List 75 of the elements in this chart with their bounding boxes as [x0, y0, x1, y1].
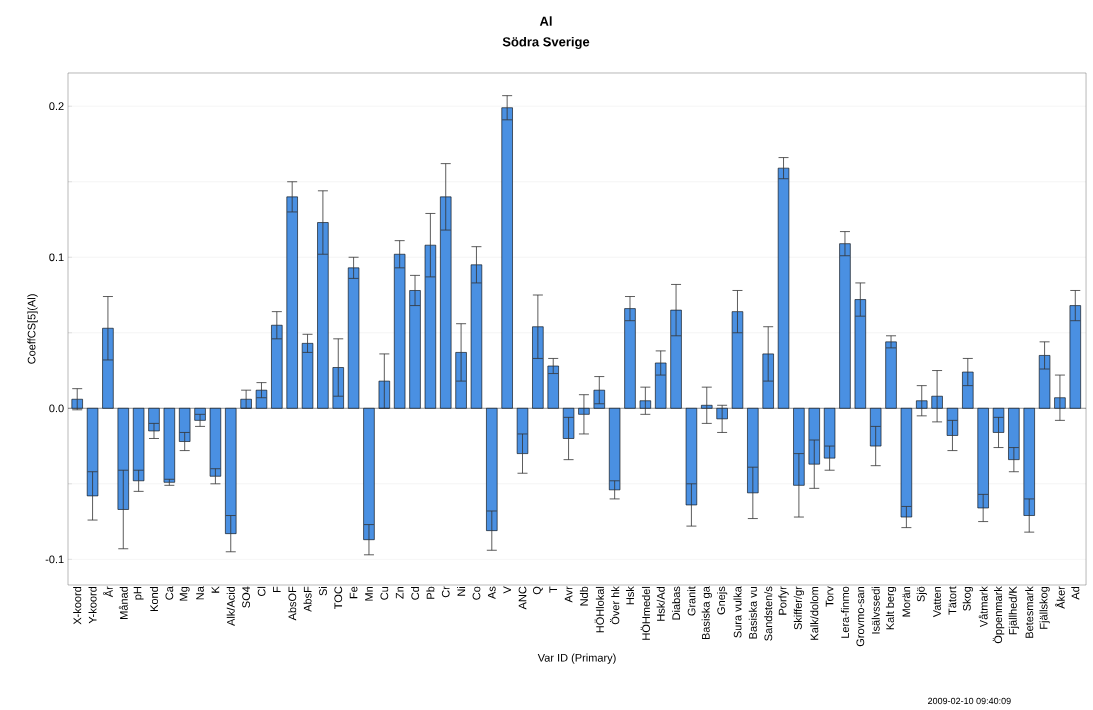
x-tick-label: Cl [257, 586, 266, 597]
y-tick-label: 0.2 [49, 102, 64, 111]
x-tick-label: Gnejs [717, 586, 728, 615]
x-tick-label: Ni [457, 586, 466, 596]
x-tick-label: pH [133, 587, 144, 600]
x-tick-label: Morän [902, 586, 911, 617]
x-tick-label: Cd [410, 586, 420, 600]
x-tick-label: Över hk [609, 586, 620, 625]
x-tick-label: Basiska ga [701, 586, 712, 640]
x-axis-title: Var ID (Primary) [537, 653, 616, 664]
x-tick-label: F [273, 586, 281, 593]
x-tick-label: Basiska vu [748, 586, 757, 639]
x-tick-label: AbsF [303, 586, 312, 612]
x-tick-label: Ndb [579, 586, 588, 606]
x-tick-label: Skog [962, 586, 973, 611]
x-tick-label: Alk/Acid [226, 586, 235, 626]
x-tick-label: Hsk [625, 586, 635, 605]
x-tick-label: V [503, 586, 511, 594]
x-tick-label: SO4 [242, 586, 251, 608]
chart-subtitle: Södra Sverige [502, 36, 590, 50]
y-tick-label: 0.0 [49, 404, 64, 413]
x-tick-label: Månad [118, 586, 128, 619]
x-tick-label: HÖHmedel [640, 586, 651, 640]
x-tick-label: Y-koord [88, 586, 97, 624]
x-tick-label: X-koord [73, 586, 82, 625]
x-tick-label: ANC [518, 586, 527, 610]
x-tick-label: Kalt berg [885, 586, 897, 630]
y-axis-title: CoeffCS[5](Al) [27, 294, 38, 364]
x-tick-label: Na [196, 586, 204, 600]
x-tick-label: Q [533, 586, 543, 595]
x-tick-label: Vatten [933, 586, 941, 618]
x-tick-label: Sjö [916, 586, 927, 602]
x-tick-label: Zn [395, 586, 404, 599]
x-tick-label: Våtmark [978, 586, 988, 628]
x-tick-label: Åker [1055, 586, 1065, 609]
x-tick-label: Mn [365, 586, 373, 601]
y-tick-label: -0.1 [45, 555, 64, 564]
x-tick-label: Fjällhed/K [1008, 586, 1019, 635]
text: 2009-02-10 09:40:09 [928, 697, 1011, 705]
chart-title: Al [539, 16, 552, 26]
x-tick-label: År [103, 586, 113, 598]
x-tick-label: K [211, 586, 220, 593]
y-tick-label: 0.1 [49, 253, 64, 262]
x-tick-label: Ad [1071, 586, 1080, 600]
x-tick-label: Isälvssedi [871, 586, 880, 634]
x-tick-label: Sura vulka [733, 586, 742, 638]
x-tick-label: Skiffer/gr [793, 586, 805, 630]
x-tick-label: Betesmark [1025, 586, 1034, 638]
x-tick-label: Fjällskog [1039, 586, 1050, 629]
x-tick-label: Avr [564, 586, 573, 603]
x-tick-label: Cr [441, 586, 450, 598]
x-tick-label: AbsOF [288, 586, 297, 621]
x-tick-label: Öppenmark [992, 586, 1005, 644]
x-tick-label: Tätort [948, 586, 957, 615]
x-tick-label: Mg [179, 586, 190, 601]
x-tick-label: Torv [825, 586, 834, 607]
x-tick-label: Hsk/Ad [656, 586, 665, 621]
x-tick-label: Fe [349, 586, 358, 599]
x-tick-label: Pb [426, 586, 435, 599]
x-tick-label: Cu [380, 586, 389, 600]
x-tick-label: Co [472, 586, 481, 600]
x-tick-label: Porfyr [778, 586, 789, 615]
x-tick-label: Kond [149, 586, 159, 611]
x-tick-label: As [487, 586, 496, 600]
x-tick-label: HÖHlokal [594, 586, 604, 633]
x-tick-label: Grovmo-san [856, 586, 865, 647]
x-tick-label: Kalk/dolom [810, 586, 819, 640]
x-tick-label: Diabas [672, 586, 681, 620]
x-tick-label: Ca [165, 586, 174, 600]
x-tick-label: Lera-finmo [840, 586, 850, 638]
x-tick-label: Granit [687, 586, 696, 616]
x-tick-label: TOC [334, 586, 343, 609]
x-tick-label: Sandsten/s [764, 586, 773, 641]
x-tick-label: Si [318, 586, 327, 596]
x-tick-label: T [549, 586, 557, 593]
